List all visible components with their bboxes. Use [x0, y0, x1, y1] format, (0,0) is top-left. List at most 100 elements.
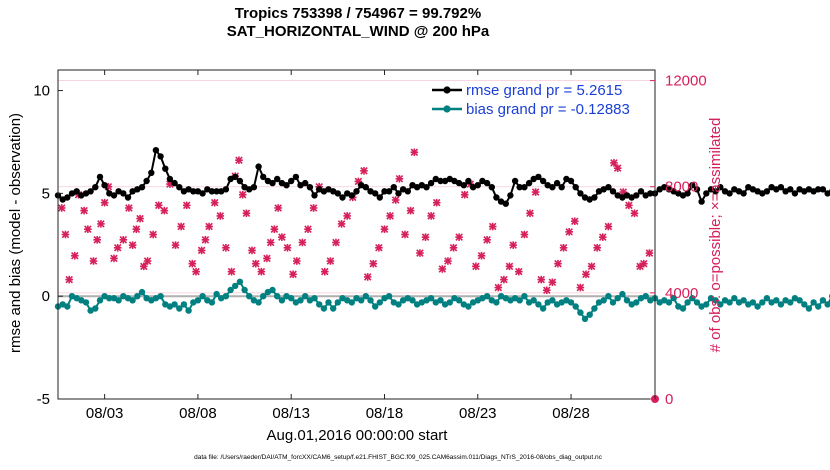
- rmse-point: [535, 173, 542, 181]
- rmse-point: [339, 194, 346, 201]
- rmse-point: [740, 190, 747, 197]
- bias-point: [516, 297, 523, 304]
- obs-count-marker: [125, 204, 133, 212]
- rmse-point: [302, 179, 309, 187]
- rmse-point: [334, 190, 341, 197]
- obs-count-marker: [263, 254, 271, 263]
- rmse-point: [157, 153, 164, 160]
- obs-count-marker: [363, 273, 372, 281]
- obs-count-marker: [210, 198, 219, 207]
- bias-point: [92, 305, 99, 312]
- rmse-point: [609, 188, 617, 195]
- rmse-point: [637, 188, 645, 195]
- rmse-point: [381, 188, 388, 195]
- rmse-point: [502, 200, 509, 207]
- bias-point: [609, 299, 617, 306]
- rmse-point: [124, 194, 132, 201]
- legend-label: rmse grand pr = 5.2615: [466, 82, 622, 99]
- x-tick-label: 08/23: [459, 405, 497, 422]
- rmse-point: [404, 188, 411, 195]
- bias-point: [693, 299, 701, 306]
- obs-count-marker: [320, 267, 329, 276]
- rmse-point: [647, 190, 654, 197]
- bias-point: [614, 295, 621, 302]
- rmse-point: [703, 190, 710, 197]
- rmse-point: [460, 182, 467, 189]
- bias-point: [605, 293, 612, 300]
- axes-frame: [57, 69, 656, 400]
- obs-count-marker: [548, 278, 557, 287]
- rmse-point: [516, 184, 523, 191]
- rmse-point: [288, 177, 295, 185]
- bias-point: [320, 305, 328, 312]
- rmse-point: [376, 194, 383, 201]
- obs-count-marker: [369, 259, 378, 268]
- obs-count-marker: [488, 222, 497, 231]
- bias-point: [754, 303, 761, 310]
- bias-point: [385, 293, 393, 300]
- chart-title-line2: SAT_HORIZONTAL_WIND @ 200 hPa: [227, 23, 490, 40]
- rmse-point: [87, 188, 94, 195]
- bias-point: [334, 299, 341, 306]
- obs-count-marker: [395, 174, 404, 183]
- bias-point: [227, 286, 234, 294]
- rmse-point: [306, 184, 314, 191]
- rmse-point: [815, 186, 822, 193]
- obs-count-marker: [406, 206, 415, 215]
- rmse-point: [96, 173, 104, 181]
- rmse-point: [213, 188, 220, 195]
- rmse-point: [819, 186, 827, 193]
- obs-count-marker: [559, 243, 568, 252]
- bias-point: [358, 297, 365, 304]
- bias-point: [521, 293, 528, 300]
- bias-point: [703, 301, 710, 308]
- obs-count-marker: [432, 198, 441, 207]
- bias-point: [572, 303, 579, 310]
- bias-point: [824, 301, 830, 308]
- bias-point: [185, 307, 192, 314]
- y-left-tick-label: 10: [33, 83, 50, 100]
- obs-count-marker: [570, 217, 579, 226]
- rmse-point: [427, 179, 435, 187]
- x-tick-label: 08/13: [272, 405, 310, 422]
- bias-point: [241, 286, 248, 294]
- rmse-point: [689, 182, 696, 189]
- rmse-point: [787, 186, 794, 193]
- bias-point: [777, 301, 785, 308]
- bias-point: [222, 293, 230, 300]
- bias-point: [679, 305, 687, 312]
- bias-point: [455, 297, 463, 304]
- rmse-point: [824, 190, 830, 197]
- bias-point: [810, 299, 817, 306]
- rmse-point: [437, 177, 444, 185]
- rmse-point: [92, 184, 99, 191]
- bias-point: [717, 301, 724, 308]
- bias-point: [367, 297, 374, 304]
- rmse-point: [763, 188, 771, 195]
- rmse-point: [567, 177, 575, 185]
- rmse-point: [521, 184, 528, 191]
- bias-point: [171, 301, 178, 308]
- bias-point: [567, 299, 575, 306]
- bias-point: [194, 297, 202, 304]
- bias-point: [619, 290, 626, 298]
- rmse-point: [255, 163, 262, 170]
- bias-point: [260, 293, 267, 300]
- bias-point: [530, 297, 537, 304]
- rmse-point: [474, 182, 481, 189]
- obs-count-marker: [182, 201, 191, 210]
- rmse-point: [222, 186, 230, 193]
- bias-point: [446, 299, 453, 306]
- bias-point: [577, 309, 584, 316]
- legend-swatch-marker: [443, 105, 451, 113]
- bias-point: [288, 295, 295, 302]
- obs-count-marker: [645, 249, 654, 257]
- bias-point: [759, 299, 766, 306]
- obs-count-marker: [293, 257, 301, 265]
- obs-count-marker: [266, 238, 275, 247]
- obs-count-marker: [449, 243, 458, 252]
- obs-count-marker: [332, 238, 340, 247]
- bias-point: [493, 299, 500, 306]
- rmse-point: [372, 190, 379, 197]
- obs-count-marker: [500, 275, 508, 284]
